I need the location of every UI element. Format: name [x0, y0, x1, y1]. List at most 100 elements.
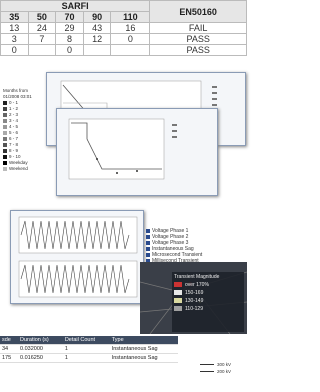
sarfi-table: SARFIEN50160355070901101324294316FAIL378… [0, 0, 247, 56]
legend-swatch [146, 253, 150, 257]
table-cell: 0 [1, 45, 29, 56]
table-cell: PASS [150, 34, 247, 45]
legend-swatch [3, 113, 7, 117]
table-cell: PASS [150, 45, 247, 56]
header-cell: 70 [56, 12, 84, 23]
decoration [96, 158, 98, 160]
legend-label: 6 - 7 [9, 136, 18, 141]
table-cell: 34 [0, 345, 18, 354]
decoration [136, 170, 138, 172]
scale-item: 300 kV [200, 362, 245, 367]
table-cell: 13 [1, 23, 29, 34]
scale-line [200, 364, 214, 365]
legend-swatch [3, 107, 7, 111]
legend-label: 1 - 2 [9, 106, 18, 111]
legend-swatch [3, 119, 7, 123]
legend-item: 110-129 [174, 306, 242, 312]
table-cell: 0.032000 [18, 345, 63, 354]
legend-item: over 170% [174, 282, 242, 288]
legend-swatch [3, 131, 7, 135]
legend-swatch [3, 125, 7, 129]
scale-label: 300 kV [217, 362, 231, 367]
table-cell: 16 [111, 23, 150, 34]
chart-screenshot [56, 108, 218, 196]
legend-swatch [3, 149, 7, 153]
page: SARFIEN50160355070901101324294316FAIL378… [0, 0, 247, 392]
legend-label: 110-129 [185, 306, 203, 312]
scale-line [200, 371, 214, 372]
header-cell: Type [110, 336, 178, 345]
table-cell: 1 [63, 354, 110, 363]
legend-swatch [3, 161, 7, 165]
table-row: 1750.0162501Instantaneous Sag [0, 354, 178, 363]
table-cell: 0 [56, 45, 84, 56]
table-cell [83, 45, 111, 56]
header-cell: Duration (s) [18, 336, 63, 345]
legend-swatch [174, 290, 182, 295]
map-legend: Transient Magnitude over 170%150-169130-… [172, 272, 244, 332]
table-cell: 0.016250 [18, 354, 63, 363]
table-cell [28, 45, 56, 56]
legend-title: Months from 01/2008 03:01 [3, 88, 45, 100]
legend-swatch [174, 282, 182, 287]
legend-swatch [146, 247, 150, 251]
legend-swatch [146, 235, 150, 239]
legend-label: Weekday [9, 160, 28, 165]
table-cell: 0 [111, 34, 150, 45]
header-cell: Detail Count [63, 336, 110, 345]
map-legend-title: Transient Magnitude [174, 274, 242, 280]
scale-label: 200 kV [217, 369, 231, 374]
header-cell: EN50160 [150, 1, 247, 23]
legend-label: 3 - 4 [9, 118, 18, 123]
table-cell: FAIL [150, 23, 247, 34]
header-cell: 110 [111, 12, 150, 23]
table-cell: 8 [56, 34, 84, 45]
decoration [172, 125, 177, 137]
scale-legend: 300 kV 200 kV [200, 360, 245, 376]
table-cell: 1 [63, 345, 110, 354]
legend-label: over 170% [185, 282, 209, 288]
legend-swatch [3, 155, 7, 159]
waveform-image [11, 211, 143, 303]
legend-swatch [174, 298, 182, 303]
header-cell: 35 [1, 12, 29, 23]
header-row: SARFIEN50160 [1, 1, 247, 12]
scale-item: 200 kV [200, 369, 245, 374]
table-cell: 12 [83, 34, 111, 45]
legend-label: 130-149 [185, 298, 203, 304]
legend-swatch [146, 241, 150, 245]
table-cell: 24 [28, 23, 56, 34]
group-header: SARFI [1, 1, 150, 12]
legend-swatch [3, 143, 7, 147]
legend-swatch [3, 137, 7, 141]
legend-item: Weekend [3, 166, 45, 172]
table-cell: 7 [28, 34, 56, 45]
legend-label: 2 - 3 [9, 112, 18, 117]
header-cell: 50 [28, 12, 56, 23]
chart-image [57, 109, 217, 195]
header-cell: 90 [83, 12, 111, 23]
decoration [116, 172, 118, 174]
header-cell: sde [0, 336, 18, 345]
legend-swatch [3, 101, 7, 105]
legend-label: 4 - 5 [9, 124, 18, 129]
legend-swatch [174, 306, 182, 311]
legend-label: 9 - 10 [9, 154, 21, 159]
table-row: 0 0 PASS [1, 45, 247, 56]
waveform-screenshot [10, 210, 144, 304]
table-cell: Instantaneous Sag [110, 354, 178, 363]
decoration [212, 87, 217, 105]
table-cell: 3 [1, 34, 29, 45]
table-cell [111, 45, 150, 56]
legend-swatch [146, 229, 150, 233]
legend-swatch [3, 167, 7, 171]
table-cell: Instantaneous Sag [110, 345, 178, 354]
legend-item: 130-149 [174, 298, 242, 304]
legend-label: 7 - 8 [9, 142, 18, 147]
